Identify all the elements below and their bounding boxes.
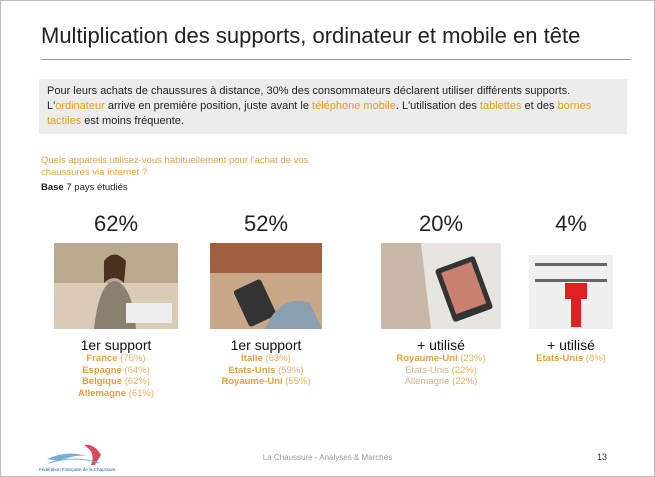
country-item: Allemagne (61%): [46, 388, 186, 400]
country-share: (59%): [278, 365, 303, 376]
country-share: (62%): [125, 376, 150, 387]
photo: [210, 243, 322, 329]
country-item: Belgique (62%): [46, 376, 186, 388]
country-share: (55%): [285, 376, 310, 387]
country-item: France (75%): [46, 353, 186, 365]
intro-highlight: ordinateur: [55, 100, 105, 112]
country-share: (61%): [129, 388, 154, 399]
photo: [381, 243, 501, 329]
country-item: Royaume-Uni (55%): [196, 376, 336, 388]
country: Royaume-Uni: [396, 353, 457, 364]
country: France: [86, 353, 117, 364]
caption: 1er support: [46, 337, 186, 353]
caption: 1er support: [196, 337, 336, 353]
country: Belgique: [82, 376, 122, 387]
country-item: Etats-Unis (22%): [371, 365, 511, 377]
country-share: (23%): [460, 353, 485, 364]
country-item: Espagne (64%): [46, 365, 186, 377]
rule: [41, 59, 631, 60]
country: Etats-Unis: [229, 365, 276, 376]
country: Etats-Unis: [536, 353, 583, 364]
share: 62%: [46, 211, 186, 243]
intro: Pour leurs achats de chaussures à distan…: [39, 79, 627, 134]
country: Etats-Unis: [405, 365, 449, 376]
photo: [54, 243, 178, 329]
caption: + utilisé: [501, 337, 641, 353]
share: 20%: [371, 211, 511, 243]
country-share: (8%): [586, 353, 606, 364]
slide: Multiplication des supports, ordinateur …: [0, 0, 655, 477]
country-share: (63%): [265, 353, 290, 364]
question: Quels appareils utilisez-vous habituelle…: [41, 155, 341, 179]
country-share: (64%): [124, 365, 149, 376]
intro-highlight: téléphone mobile: [312, 100, 396, 112]
intro-text: et des: [521, 100, 557, 112]
country-item: Royaume-Uni (23%): [371, 353, 511, 365]
country-item: Italie (63%): [196, 353, 336, 365]
base-text: 7 pays étudiés: [66, 182, 127, 193]
intro-highlight: tablettes: [480, 100, 522, 112]
country-item: Etats-Unis (59%): [196, 365, 336, 377]
photo: [529, 243, 613, 329]
base: Base 7 pays étudiés: [41, 182, 128, 193]
country-share: (22%): [452, 376, 477, 387]
country-item: Etats-Unis (8%): [501, 353, 641, 365]
base-label: Base: [41, 182, 64, 193]
country-item: Allemagne (22%): [371, 376, 511, 388]
intro-text: est moins fréquente.: [81, 115, 184, 127]
page-number: 13: [597, 452, 607, 462]
country: Espagne: [82, 365, 122, 376]
title: Multiplication des supports, ordinateur …: [41, 23, 580, 49]
intro-text: arrive en première position, juste avant…: [105, 100, 312, 112]
caption: + utilisé: [371, 337, 511, 353]
logo-text: Fédération Française de la Chaussure: [39, 467, 116, 472]
country: Italie: [241, 353, 263, 364]
country-share: (75%): [120, 353, 145, 364]
country-share: (22%): [452, 365, 477, 376]
country: Royaume-Uni: [221, 376, 282, 387]
footer-text: La Chaussure - Analyses & Marchés: [1, 453, 654, 462]
country: Allemagne: [78, 388, 126, 399]
share: 52%: [196, 211, 336, 243]
intro-text: . L'utilisation des: [396, 100, 480, 112]
share: 4%: [501, 211, 641, 243]
country: Allemagne: [405, 376, 450, 387]
